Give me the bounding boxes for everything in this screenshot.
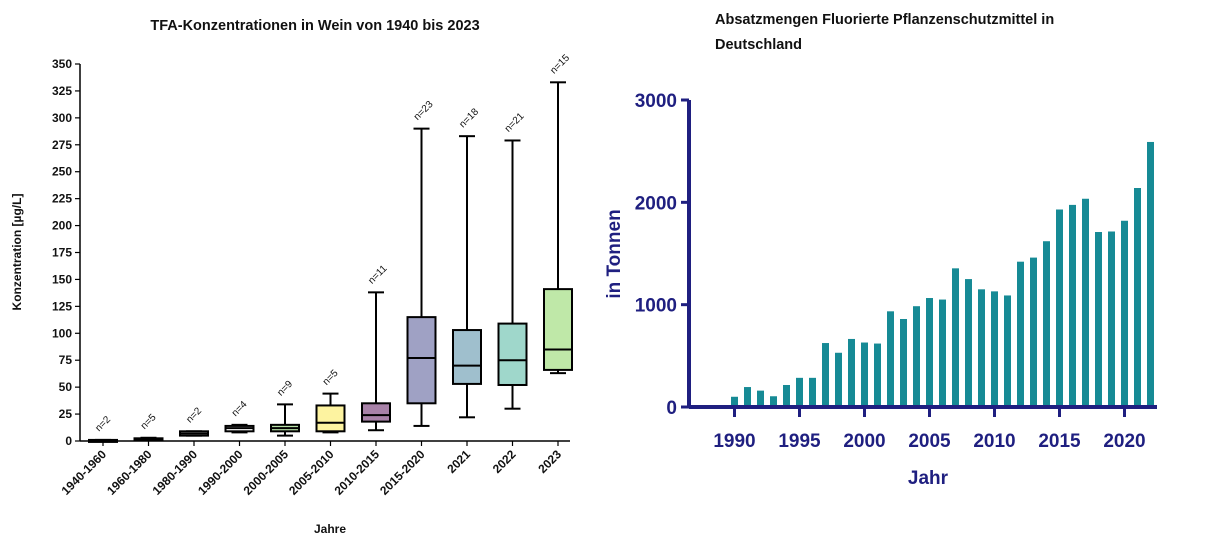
- y-axis-label: in Tonnen: [604, 209, 625, 298]
- n-label: n=18: [457, 106, 481, 130]
- n-label: n=2: [93, 414, 113, 434]
- x-tick-label: 1990-2000: [195, 447, 246, 498]
- y-tick-label: 300: [52, 111, 72, 125]
- bar: [1108, 231, 1115, 407]
- x-tick-label: 1995: [778, 431, 821, 452]
- bar: [965, 279, 972, 407]
- box: [452, 329, 482, 385]
- y-tick-label: 225: [52, 192, 72, 206]
- n-label: n=5: [321, 368, 341, 388]
- bar: [848, 338, 855, 407]
- bar: [1082, 198, 1089, 407]
- x-tick-label: 1980-1990: [150, 447, 201, 498]
- bar: [757, 390, 764, 407]
- bar: [796, 377, 803, 407]
- bar: [1134, 188, 1141, 407]
- x-tick-label: 2005: [908, 431, 951, 452]
- bar: [978, 289, 985, 407]
- x-tick-label: 2000-2005: [241, 447, 292, 498]
- bar: [770, 396, 777, 407]
- box: [543, 288, 573, 371]
- x-tick-label: 2015: [1038, 431, 1081, 452]
- y-tick-label: 3000: [635, 91, 677, 112]
- x-tick-label: 2020: [1103, 431, 1145, 452]
- bar: [926, 298, 933, 407]
- x-axis-label: Jahre: [314, 522, 346, 536]
- x-tick-label: 2000: [843, 431, 885, 452]
- bar: [1043, 241, 1050, 407]
- box: [406, 316, 437, 405]
- bar: [887, 311, 894, 407]
- y-tick-label: 325: [52, 84, 72, 98]
- x-tick-label: 1990: [713, 431, 755, 452]
- bar: [1017, 261, 1024, 407]
- y-tick-label: 2000: [635, 193, 677, 214]
- bar: [861, 342, 868, 407]
- n-label: n=15: [548, 52, 572, 76]
- x-tick-label: 2022: [490, 447, 519, 476]
- y-tick-label: 25: [59, 407, 73, 421]
- n-label: n=21: [503, 111, 527, 135]
- bar: [783, 384, 790, 407]
- x-tick-label: 2010: [973, 431, 1015, 452]
- y-tick-label: 250: [52, 165, 72, 179]
- bar: [1147, 141, 1154, 407]
- bar: [1056, 209, 1063, 407]
- y-tick-label: 200: [52, 219, 72, 233]
- y-tick-label: 0: [65, 434, 72, 448]
- bar: [991, 291, 998, 407]
- y-axis-label: Konzentration [µg/L]: [10, 194, 24, 311]
- bar: [1069, 204, 1076, 407]
- bar: [1030, 257, 1037, 407]
- x-tick-label: 1960-1980: [104, 447, 155, 498]
- bar: [744, 387, 751, 407]
- bar: [1121, 220, 1128, 407]
- y-tick-label: 125: [52, 299, 72, 313]
- n-label: n=2: [184, 405, 204, 425]
- box: [361, 402, 391, 423]
- tfa-boxplot-chart: TFA-Konzentrationen in Wein von 1940 bis…: [10, 18, 573, 536]
- y-tick-label: 175: [52, 246, 72, 260]
- bar: [822, 343, 829, 407]
- chart-title: TFA-Konzentrationen in Wein von 1940 bis…: [150, 18, 479, 34]
- chart-title-line-2: Deutschland: [715, 37, 802, 53]
- bar: [900, 318, 907, 407]
- bar: [952, 268, 959, 407]
- bar: [1004, 295, 1011, 407]
- bar: [835, 352, 842, 407]
- bar: [809, 377, 816, 407]
- box: [497, 322, 528, 386]
- plot-area: 0 25 50 75 100 125 150 175 200 225 250 275 300 325 350…: [52, 52, 573, 498]
- x-tick-label: 1940-1960: [59, 447, 110, 498]
- x-tick-label: 2005-2010: [286, 447, 337, 498]
- y-tick-label: 350: [52, 57, 72, 71]
- bar: [731, 396, 738, 407]
- x-tick-label: 2015-2020: [377, 447, 428, 498]
- y-tick-label: 0: [666, 398, 677, 419]
- bar: [913, 306, 920, 407]
- y-tick-label: 275: [52, 138, 72, 152]
- y-tick-label: 75: [59, 353, 73, 367]
- box: [315, 404, 346, 433]
- y-tick-label: 100: [52, 326, 72, 340]
- y-tick-label: 1000: [635, 296, 677, 317]
- bar: [874, 343, 881, 407]
- bar: [1095, 232, 1102, 407]
- x-tick-label: 2023: [535, 447, 564, 476]
- n-label: n=5: [139, 412, 159, 432]
- n-label: n=11: [366, 263, 389, 286]
- n-label: n=9: [275, 378, 295, 398]
- plot-area: 0 1000 2000 3000 1990 1995 2000 2005 2010 2015 202…: [635, 91, 1157, 452]
- y-tick-label: 150: [52, 272, 72, 286]
- x-tick-label: 2021: [444, 447, 473, 476]
- x-axis-label: Jahr: [908, 468, 949, 489]
- y-tick-label: 50: [59, 380, 73, 394]
- n-label: n=23: [412, 99, 436, 123]
- chart-title-line-1: Absatzmengen Fluorierte Pflanzenschutzmi…: [715, 12, 1054, 28]
- n-label: n=4: [230, 399, 250, 419]
- fluor-bar-chart: Absatzmengen Fluorierte Pflanzenschutzmi…: [604, 12, 1157, 489]
- x-tick-label: 2010-2015: [332, 447, 383, 498]
- bar: [939, 299, 946, 407]
